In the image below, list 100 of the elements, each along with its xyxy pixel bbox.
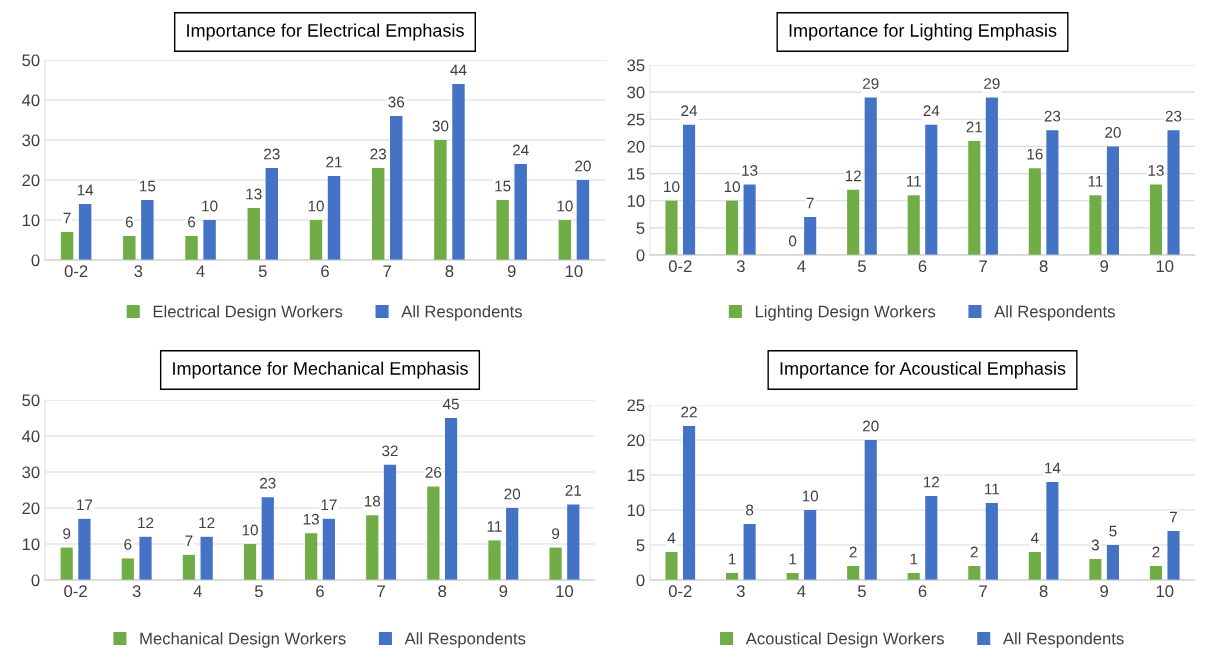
data-label: 21 (966, 121, 983, 133)
x-tick-label: 8 (1039, 260, 1048, 273)
bar (123, 236, 136, 260)
data-label: 32 (382, 445, 398, 457)
bar (309, 220, 323, 260)
bar (549, 547, 562, 580)
data-label: 20 (863, 420, 879, 432)
legend-label: All Respondents (404, 632, 526, 648)
bar (665, 200, 678, 255)
bar (847, 566, 860, 580)
data-label: 16 (1027, 148, 1043, 160)
data-label: 2 (1152, 546, 1160, 558)
x-tick-label: 3 (736, 260, 745, 273)
data-label: 13 (742, 165, 758, 176)
y-tick-label: 20 (627, 434, 645, 447)
bar (1167, 531, 1180, 580)
bar (567, 504, 580, 580)
data-label: 21 (326, 156, 342, 168)
data-label: 13 (246, 188, 262, 200)
data-label: 11 (1088, 176, 1103, 187)
y-tick-label: 35 (627, 59, 645, 72)
bar (743, 524, 756, 580)
data-label: 7 (1170, 511, 1177, 523)
legend-label: Mechanical Design Workers (140, 632, 346, 648)
x-tick-label: 4 (193, 585, 202, 597)
data-label: 10 (664, 181, 680, 193)
data-label: 1 (910, 553, 918, 565)
y-tick-label: 15 (627, 469, 645, 482)
bar (968, 566, 981, 580)
data-label: 10 (242, 524, 258, 536)
data-label: 11 (985, 483, 1000, 495)
data-label: 11 (487, 521, 502, 532)
data-label: 36 (388, 96, 405, 108)
x-tick-label: 0-2 (64, 265, 88, 278)
data-label: 23 (1044, 110, 1061, 122)
bar (506, 508, 519, 580)
bar (683, 426, 696, 580)
bar (182, 554, 196, 580)
y-tick-label: 25 (627, 113, 645, 126)
bar (1089, 559, 1102, 580)
data-label: 30 (432, 120, 449, 132)
x-tick-label: 0-2 (64, 585, 87, 598)
data-label: 13 (1148, 165, 1164, 176)
bar (141, 200, 154, 260)
bar (1149, 566, 1162, 580)
bar (383, 464, 397, 580)
bar (1106, 545, 1119, 580)
y-tick-label: 30 (627, 86, 645, 99)
y-tick-label: 0 (636, 574, 645, 587)
data-label: 12 (845, 170, 861, 182)
y-tick-label: 10 (22, 214, 40, 227)
bar (864, 440, 877, 580)
x-tick-label: 7 (383, 265, 392, 277)
data-label: 45 (442, 398, 459, 410)
x-tick-label: 3 (736, 585, 745, 598)
data-label: 20 (504, 488, 521, 500)
y-tick-label: 50 (22, 54, 40, 67)
x-tick-label: 5 (857, 260, 866, 273)
x-tick-label: 8 (1039, 585, 1048, 598)
data-label: 2 (849, 546, 857, 558)
data-label: 23 (370, 148, 387, 160)
x-tick-label: 9 (1100, 260, 1109, 273)
data-label: 23 (1165, 110, 1182, 122)
data-label: 18 (364, 495, 381, 507)
data-label: 24 (681, 105, 698, 116)
bar (261, 497, 274, 580)
y-tick-label: 40 (21, 430, 40, 443)
bar (265, 168, 279, 260)
bar (247, 208, 260, 260)
data-label: 20 (1105, 127, 1121, 138)
bar (576, 180, 590, 260)
bar (985, 97, 998, 255)
bar (366, 515, 379, 580)
y-tick-label: 5 (636, 222, 645, 235)
data-label: 10 (308, 200, 324, 212)
data-label: 12 (138, 517, 154, 529)
x-tick-label: 6 (918, 260, 927, 273)
x-tick-label: 4 (797, 260, 806, 272)
data-label: 12 (199, 517, 215, 529)
x-tick-label: 5 (258, 265, 267, 278)
data-label: 23 (260, 477, 276, 489)
x-tick-label: 10 (565, 265, 583, 278)
x-tick-label: 3 (132, 585, 141, 598)
bar (726, 200, 739, 255)
x-tick-label: 3 (134, 265, 143, 278)
x-tick-label: 7 (377, 585, 385, 597)
bar (305, 533, 318, 580)
bar (847, 189, 860, 255)
x-tick-label: 6 (321, 265, 329, 278)
chart-title: Importance for Lighting Emphasis (789, 23, 1057, 41)
data-label: 10 (557, 200, 573, 212)
bar (1028, 168, 1041, 255)
y-tick-label: 40 (21, 94, 40, 107)
data-label: 8 (746, 504, 754, 516)
y-tick-label: 25 (627, 399, 645, 412)
x-tick-label: 9 (1100, 585, 1109, 598)
data-label: 9 (552, 528, 560, 540)
y-tick-label: 0 (636, 249, 645, 262)
data-label: 29 (863, 78, 879, 89)
x-tick-label: 6 (918, 585, 927, 598)
